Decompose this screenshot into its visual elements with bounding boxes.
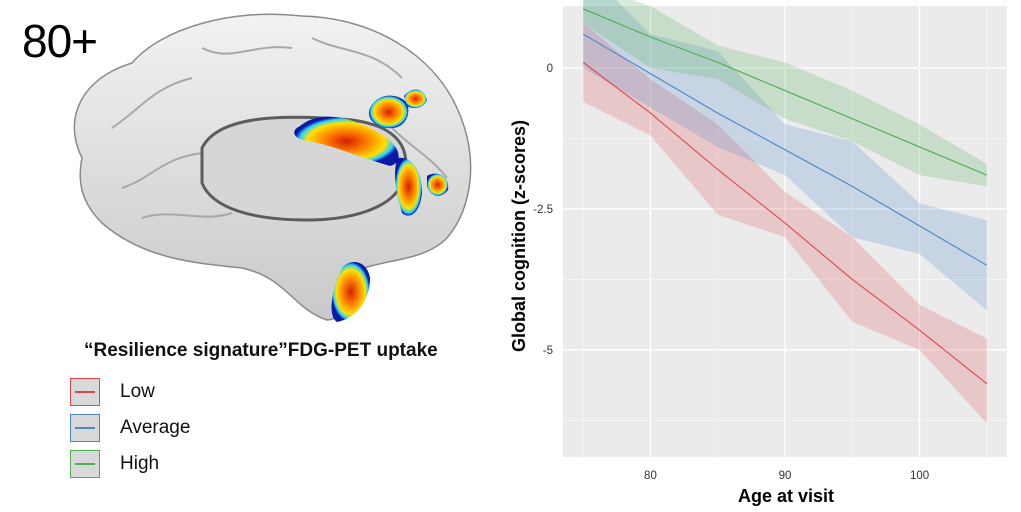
legend: Low Average High bbox=[70, 374, 190, 482]
grid-lines bbox=[563, 6, 1007, 457]
brain-pet-image bbox=[73, 13, 472, 322]
legend-item-low: Low bbox=[70, 374, 190, 410]
x-axis-ticks: 80 90 100 bbox=[644, 470, 929, 482]
x-tick-label: 100 bbox=[910, 470, 929, 482]
series-line-low bbox=[582, 61, 988, 385]
confidence-band-average bbox=[583, 0, 987, 311]
legend-label-low: Low bbox=[120, 381, 155, 402]
legend-item-high: High bbox=[70, 446, 190, 482]
x-tick-label: 80 bbox=[644, 470, 657, 482]
y-axis-label: Global cognition (z-scores) bbox=[509, 120, 529, 352]
series-lines bbox=[582, 8, 988, 385]
age-group-title: 80+ bbox=[22, 15, 98, 67]
series-line-average bbox=[582, 33, 988, 266]
fdg-pet-uptake-clusters bbox=[294, 89, 449, 322]
y-tick-label: -2.5 bbox=[533, 204, 553, 216]
legend-label-high: High bbox=[120, 453, 160, 474]
cognition-line-chart: 0 -2.5 -5 80 90 100 Age at visit Global cogn… bbox=[509, 0, 1007, 506]
y-axis-ticks: 0 -2.5 -5 bbox=[533, 63, 553, 357]
legend-key-low bbox=[70, 378, 100, 406]
x-axis-label: Age at visit bbox=[738, 486, 834, 506]
legend-item-average: Average bbox=[70, 410, 190, 446]
legend-title: “Resilience signature”FDG-PET uptake bbox=[84, 340, 438, 361]
x-tick-label: 90 bbox=[779, 470, 792, 482]
legend-key-average bbox=[70, 414, 100, 442]
y-tick-label: 0 bbox=[547, 63, 553, 75]
legend-label-average: Average bbox=[120, 417, 191, 438]
series-line-high bbox=[582, 8, 988, 176]
y-tick-label: -5 bbox=[543, 345, 553, 357]
confidence-band-high bbox=[583, 0, 987, 187]
legend-key-high bbox=[70, 450, 100, 478]
